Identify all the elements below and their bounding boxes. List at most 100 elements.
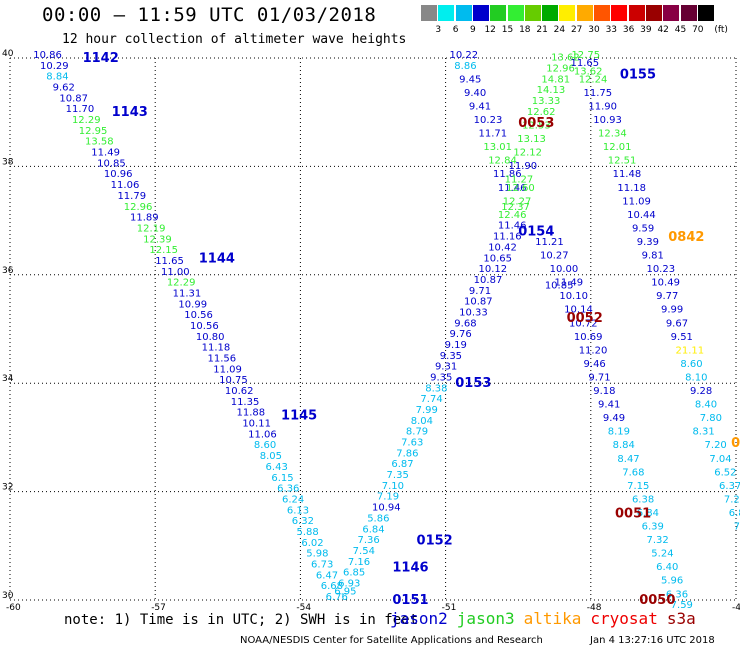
- wave-height-value: 5.98: [306, 549, 328, 560]
- wave-height-value: 9.45: [459, 74, 481, 85]
- colorbar-tick-label: 33: [605, 25, 618, 35]
- wave-height-value: 11.90: [509, 161, 538, 172]
- wave-height-value: 10.12: [479, 264, 508, 275]
- wave-height-value: 6.52: [714, 467, 736, 478]
- wave-height-value: 9.19: [445, 340, 467, 351]
- wave-height-value: 7.15: [627, 481, 649, 492]
- wave-height-value: 10.42: [488, 242, 517, 253]
- wave-height-value: 13.01: [483, 142, 512, 153]
- wave-height-value: 7.32: [646, 535, 668, 546]
- wave-height-value: 8.47: [617, 454, 639, 465]
- wave-height-value: 9.81: [642, 251, 664, 262]
- wave-height-value: 13.13: [517, 134, 546, 145]
- wave-height-value: 10.22: [449, 50, 478, 61]
- wave-height-value: 9.71: [588, 372, 610, 383]
- wave-height-value: 10.11: [242, 419, 271, 430]
- wave-height-value: 12.84: [488, 156, 517, 167]
- y-tick-label: 38: [2, 157, 14, 167]
- wave-height-value: 9.35: [430, 372, 452, 383]
- map-title: 00:00 – 11:59 UTC 01/03/2018: [42, 4, 377, 26]
- footer: NOAA/NESDIS Center for Satellite Applica…: [240, 635, 715, 646]
- wave-height-value: 10.86: [33, 50, 62, 61]
- wave-height-value: 7.36: [358, 535, 380, 546]
- wave-height-value: 7.10: [382, 481, 404, 492]
- wave-height-value: 11.46: [498, 221, 527, 232]
- wave-height-value: 6.73: [311, 559, 333, 570]
- colorbar-tick-label: 42: [657, 25, 669, 35]
- wave-height-value: 6.37: [719, 481, 740, 492]
- wave-height-value: 6.84: [637, 508, 659, 519]
- wave-height-value: 5.88: [297, 527, 319, 538]
- colorbar-swatch: [594, 5, 610, 21]
- wave-height-value: 10.72: [569, 318, 598, 329]
- wave-height-value: 11.09: [622, 196, 651, 207]
- wave-height-value: 7.59: [671, 600, 693, 611]
- wave-height-value: 11.79: [117, 191, 146, 202]
- pass-label: 0151: [392, 593, 428, 608]
- wave-height-value: 10.27: [540, 251, 569, 262]
- wave-height-value: 7.36: [734, 522, 740, 533]
- pass-label: 0051: [615, 506, 651, 521]
- wave-height-value: 11.65: [570, 58, 599, 69]
- wave-height-value: 8.05: [260, 451, 282, 462]
- wave-height-value: 13.62: [574, 66, 603, 77]
- colorbar-swatch: [628, 5, 645, 21]
- colorbar-swatch: [697, 5, 714, 21]
- wave-height-value: 6.68: [321, 581, 343, 592]
- wave-height-value: 11.18: [617, 183, 646, 194]
- wave-height-value: 9.99: [661, 305, 683, 316]
- wave-height-value: 7.86: [396, 448, 418, 459]
- wave-height-value: 10.49: [651, 278, 680, 289]
- y-tick-label: 30: [2, 591, 14, 601]
- wave-height-value: 10.00: [550, 264, 579, 275]
- x-tick-label: -57: [151, 603, 166, 613]
- wave-height-value: 11.65: [155, 256, 184, 267]
- wave-height-value: 5.24: [651, 549, 673, 560]
- colorbar-tick-label: 36: [622, 25, 635, 35]
- pass-label: 1143: [112, 105, 148, 120]
- wave-height-value: 9.46: [584, 359, 606, 370]
- wave-height-value: 9.71: [469, 286, 491, 297]
- legend-item-cryosat: cryosat: [590, 609, 658, 628]
- wave-height-value: 7.63: [401, 438, 423, 449]
- colorbar-tick-label: 6: [452, 25, 459, 35]
- pass-label: 0152: [417, 533, 453, 548]
- colorbar-tick-label: 12: [484, 25, 496, 35]
- wave-height-value: 10.85: [97, 158, 126, 169]
- wave-height-value: 6.32: [292, 516, 314, 527]
- wave-height-value: 9.28: [690, 386, 712, 397]
- wave-height-value: 6.76: [326, 592, 348, 603]
- pass-label: 0052: [567, 311, 603, 326]
- wave-height-value: 14.13: [537, 85, 566, 96]
- wave-height-value: 12.37: [501, 202, 530, 213]
- wave-height-value: 11.20: [579, 345, 608, 356]
- wave-height-value: 9.31: [435, 362, 457, 373]
- wave-height-value: 7.35: [387, 470, 409, 481]
- wave-height-value: 9.41: [598, 400, 620, 411]
- wave-height-value: 11.56: [207, 354, 236, 365]
- colorbar-swatch: [524, 5, 541, 21]
- wave-height-value: 9.67: [666, 318, 688, 329]
- wave-height-value: 9.76: [449, 329, 471, 340]
- wave-height-value: 10.85: [545, 280, 574, 291]
- wave-height-value: 10.29: [40, 61, 69, 72]
- wave-height-value: 13.58: [85, 137, 114, 148]
- wave-height-value: 11.06: [111, 180, 140, 191]
- wave-height-value: 9.41: [469, 101, 491, 112]
- pass-label: 0842: [668, 230, 704, 245]
- footer-timestamp: Jan 4 13:27:16 UTC 2018: [590, 635, 715, 646]
- wave-height-value: 9.51: [671, 332, 693, 343]
- wave-height-value: 11.89: [130, 213, 159, 224]
- pass-label: 0050: [639, 593, 675, 608]
- colorbar-tick-label: 45: [674, 25, 687, 35]
- wave-height-value: 7.99: [416, 405, 438, 416]
- colorbar-tick-label: 15: [501, 25, 514, 35]
- pass-label: 1144: [199, 252, 235, 267]
- colorbar-swatch: [542, 5, 559, 21]
- wave-height-value: 6.13: [287, 505, 309, 516]
- legend-item-altika: altika: [523, 609, 582, 628]
- wave-height-value: 6.87: [729, 508, 740, 519]
- wave-height-value: 9.39: [637, 237, 659, 248]
- wave-height-value: 11.90: [588, 101, 617, 112]
- wave-height-value: 10.62: [225, 386, 254, 397]
